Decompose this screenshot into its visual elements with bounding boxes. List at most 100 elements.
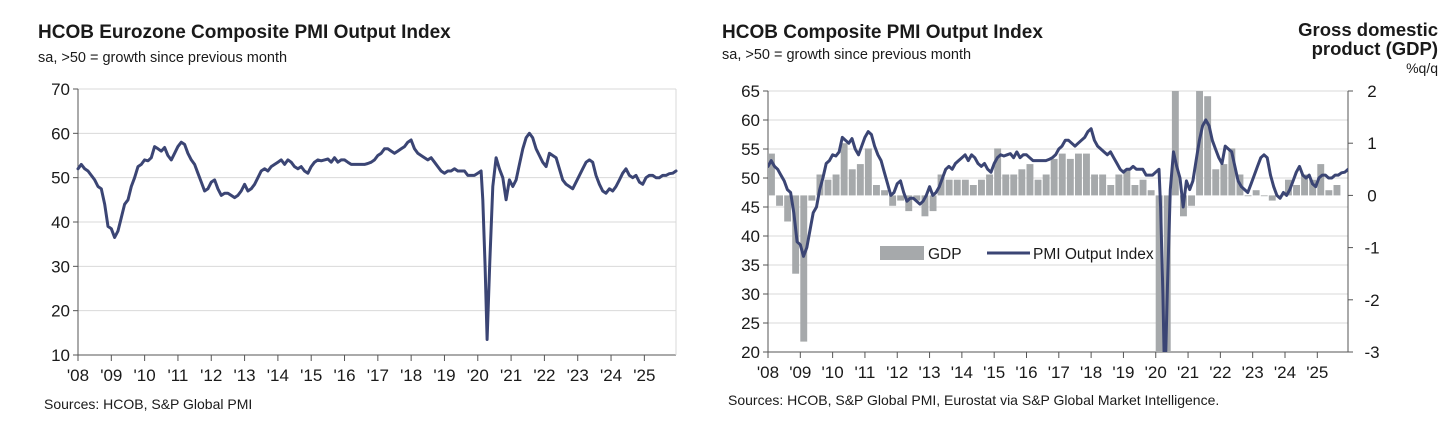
gdp-bar xyxy=(1268,195,1276,201)
gdp-bar xyxy=(1075,153,1082,196)
x-tick-label: '10 xyxy=(822,363,844,382)
left-chart-subtitle: sa, >50 = growth since previous month xyxy=(38,50,288,66)
x-tick-label: '16 xyxy=(1015,363,1037,382)
x-tick-label: '08 xyxy=(67,366,89,385)
y-tick-label: 20 xyxy=(51,302,70,321)
gdp-bar xyxy=(832,174,840,196)
gdp-bar xyxy=(1260,195,1268,197)
x-tick-label: '13 xyxy=(918,363,940,382)
gdp-bar xyxy=(961,179,969,196)
gdp-bar xyxy=(889,195,897,206)
gdp-bar xyxy=(784,195,792,222)
x-tick-label: '14 xyxy=(267,366,289,385)
legend-gdp-label: GDP xyxy=(928,246,962,263)
x-tick-label: '18 xyxy=(400,366,422,385)
gdp-bar xyxy=(1034,179,1042,196)
gdp-axis-title-line-1: Gross domestic xyxy=(1298,19,1438,40)
gdp-bar xyxy=(776,195,783,206)
gdp-bar xyxy=(1010,174,1018,196)
gdp-bar xyxy=(1325,190,1333,196)
gdp-axis-title: Gross domestic product (GDP) xyxy=(1238,20,1438,58)
y-right-tick-label: 2 xyxy=(1367,82,1376,101)
gdp-bar xyxy=(978,179,985,196)
y-tick-label: 40 xyxy=(51,213,70,232)
y-tick-label: 60 xyxy=(51,124,70,143)
gdp-bar xyxy=(1171,91,1179,196)
right-chart-title: HCOB Composite PMI Output Index xyxy=(722,22,1043,43)
gdp-bar xyxy=(1244,195,1252,197)
x-tick-label: '23 xyxy=(1242,363,1264,382)
gdp-bar xyxy=(1123,169,1131,196)
y-left-tick-label: 25 xyxy=(741,314,760,333)
legend-pmi-label: PMI Output Index xyxy=(1033,246,1154,263)
gdp-bar xyxy=(1293,185,1300,196)
pmi-line xyxy=(768,118,1348,352)
y-left-tick-label: 60 xyxy=(741,111,760,130)
y-tick-label: 10 xyxy=(51,346,70,365)
gdp-bar xyxy=(986,174,993,196)
x-tick-label: '12 xyxy=(886,363,908,382)
gdp-bar xyxy=(848,169,856,196)
gdp-bar xyxy=(1204,96,1212,196)
left-chart-title: HCOB Eurozone Composite PMI Output Index xyxy=(38,22,451,43)
left-chart-panel: HCOB Eurozone Composite PMI Output Index… xyxy=(0,0,700,429)
gdp-bar xyxy=(1228,148,1236,196)
legend-gdp-swatch xyxy=(880,246,924,260)
gdp-bar xyxy=(1091,174,1098,196)
y-left-tick-label: 30 xyxy=(741,285,760,304)
x-tick-label: '10 xyxy=(134,366,156,385)
gdp-bar xyxy=(953,179,961,196)
y-left-tick-label: 50 xyxy=(741,169,760,188)
gdp-bar xyxy=(994,148,1002,196)
gdp-axis-unit: %q/q xyxy=(1406,60,1438,76)
gdp-bar xyxy=(921,195,929,217)
y-right-tick-label: -1 xyxy=(1364,239,1379,258)
right-chart-source: Sources: HCOB, S&P Global PMI, Eurostat … xyxy=(728,392,1220,408)
x-tick-label: '25 xyxy=(633,366,655,385)
y-left-tick-label: 65 xyxy=(741,82,760,101)
x-tick-label: '21 xyxy=(500,366,522,385)
y-left-tick-label: 20 xyxy=(741,343,760,362)
x-tick-label: '23 xyxy=(567,366,589,385)
x-tick-label: '09 xyxy=(789,363,811,382)
gdp-bar xyxy=(969,185,977,196)
x-tick-label: '22 xyxy=(533,366,555,385)
gdp-bar xyxy=(1058,153,1066,196)
x-tick-label: '11 xyxy=(854,363,875,382)
gdp-bar xyxy=(1147,190,1155,196)
left-chart-source: Sources: HCOB, S&P Global PMI xyxy=(44,396,253,412)
gdp-bar xyxy=(864,148,872,196)
gdp-bar xyxy=(1212,169,1220,196)
gdp-bar xyxy=(1139,179,1147,196)
gdp-bar xyxy=(840,143,848,196)
x-tick-label: '15 xyxy=(983,363,1005,382)
y-right-tick-label: -3 xyxy=(1364,343,1379,362)
gdp-bar xyxy=(1050,158,1058,196)
gdp-bar xyxy=(824,179,832,196)
gdp-bar xyxy=(808,195,816,201)
x-tick-label: '14 xyxy=(951,363,973,382)
x-tick-label: '11 xyxy=(167,366,188,385)
gdp-bar xyxy=(1252,190,1260,196)
gdp-bar xyxy=(897,195,905,201)
gdp-bar xyxy=(1317,164,1325,196)
gdp-bar xyxy=(1188,195,1195,206)
x-tick-label: '20 xyxy=(467,366,489,385)
x-tick-label: '19 xyxy=(1112,363,1134,382)
x-tick-label: '22 xyxy=(1209,363,1231,382)
x-tick-label: '15 xyxy=(300,366,322,385)
gdp-bar xyxy=(856,164,864,196)
y-left-tick-label: 45 xyxy=(741,198,760,217)
y-right-tick-label: 1 xyxy=(1367,134,1376,153)
gdp-bar xyxy=(1026,164,1034,196)
right-chart-subtitle: sa, >50 = growth since previous month xyxy=(722,47,972,63)
gdp-bar xyxy=(905,195,913,212)
gdp-bar xyxy=(1131,185,1139,196)
x-tick-label: '18 xyxy=(1080,363,1102,382)
gdp-bar xyxy=(1333,185,1341,196)
gdp-bar xyxy=(1002,174,1010,196)
gdp-bar xyxy=(1099,174,1107,196)
y-left-tick-label: 40 xyxy=(741,227,760,246)
gdp-bar xyxy=(1083,153,1090,196)
x-tick-label: '13 xyxy=(233,366,255,385)
